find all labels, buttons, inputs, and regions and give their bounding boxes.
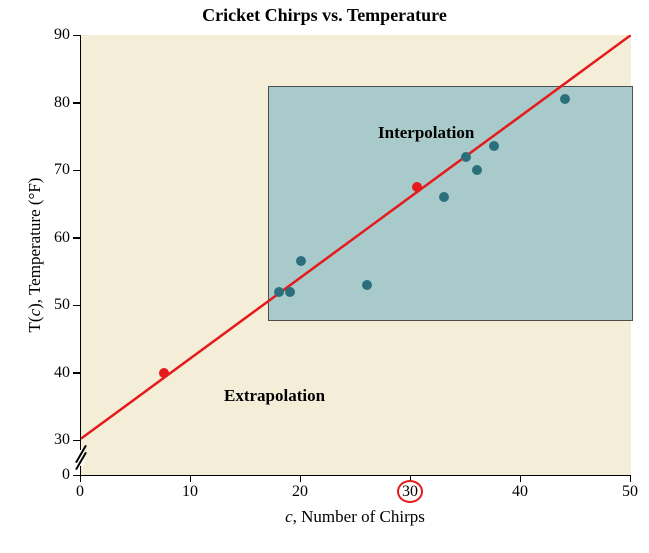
y-tick-label: 70: [45, 161, 70, 179]
scatter-point: [439, 192, 449, 202]
chart-title: Cricket Chirps vs. Temperature: [0, 5, 649, 26]
x-tick-label: 30: [397, 483, 423, 501]
annotation-interpolation: Interpolation: [378, 123, 474, 143]
x-axis-label: c, Number of Chirps: [80, 507, 630, 527]
scatter-point: [296, 256, 306, 266]
highlight-point: [412, 182, 422, 192]
scatter-point: [362, 280, 372, 290]
scatter-point: [472, 165, 482, 175]
interpolation-region: [268, 86, 633, 321]
scatter-point: [560, 94, 570, 104]
y-axis-label: T(c), Temperature (°F): [25, 35, 45, 475]
chart-container: Cricket Chirps vs. Temperature Interpola…: [0, 0, 649, 553]
y-tick-label: 80: [45, 94, 70, 112]
plot-area: Interpolation Extrapolation: [80, 35, 631, 476]
scatter-point: [461, 152, 471, 162]
y-tick-label: 90: [45, 26, 70, 44]
x-tick-label: 50: [622, 483, 638, 501]
y-tick-label: 50: [45, 296, 70, 314]
x-tick-label: 10: [182, 483, 198, 501]
highlight-point: [159, 368, 169, 378]
axis-break-icon: [74, 449, 88, 467]
x-tick-label: 0: [76, 483, 84, 501]
scatter-point: [489, 141, 499, 151]
scatter-point: [285, 287, 295, 297]
y-tick-label: 40: [45, 364, 70, 382]
y-tick-label: 0: [45, 466, 70, 484]
y-tick-label: 60: [45, 229, 70, 247]
y-tick-label: 30: [45, 431, 70, 449]
x-tick-label: 40: [512, 483, 528, 501]
annotation-extrapolation: Extrapolation: [224, 386, 325, 406]
x-tick-label: 20: [292, 483, 308, 501]
scatter-point: [274, 287, 284, 297]
